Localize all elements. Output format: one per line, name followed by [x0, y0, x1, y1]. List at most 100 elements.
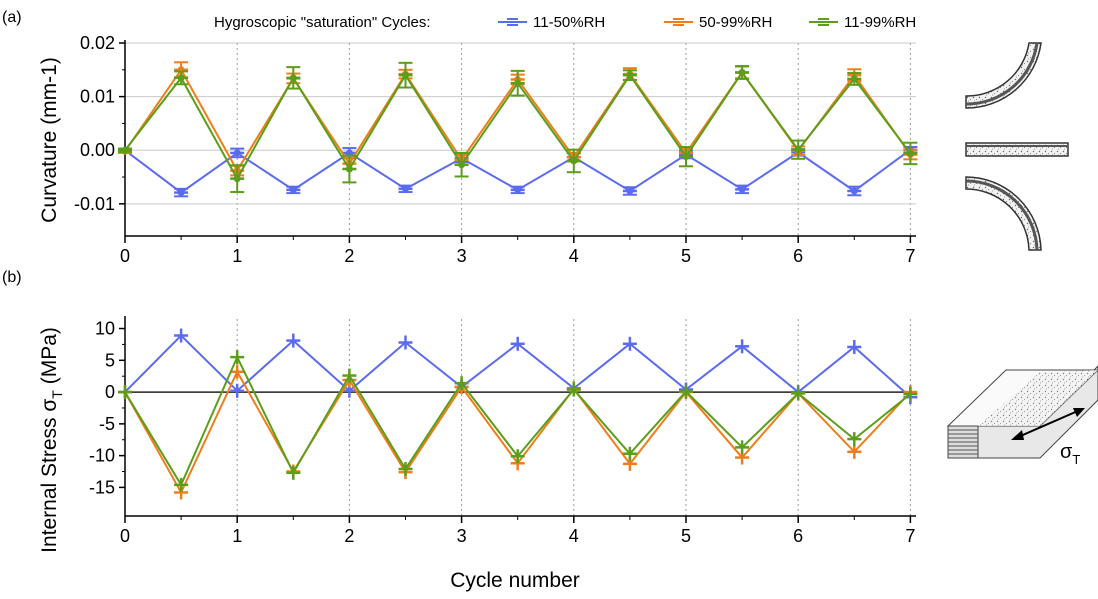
data-point	[510, 185, 525, 195]
y-tick-label: -15	[89, 477, 115, 497]
sigma-t-label: σT	[1060, 441, 1080, 467]
panel-b-ylabel-main: Internal Stress σ	[38, 399, 61, 553]
data-point	[847, 339, 862, 354]
sigma-subscript: T	[1072, 452, 1080, 467]
x-tick-label: 0	[120, 526, 130, 546]
data-point	[847, 72, 862, 86]
data-point	[174, 328, 189, 343]
data-point	[118, 146, 132, 154]
point-dot	[401, 71, 409, 79]
point-dot	[570, 157, 578, 165]
data-point	[454, 376, 469, 391]
data-point	[622, 446, 637, 461]
point-dot	[906, 149, 914, 157]
data-point	[903, 141, 918, 166]
y-tick-label: 0	[105, 382, 115, 402]
data-point	[735, 339, 750, 354]
curvature-plot: 0.02 0.01 0.00 -0.01 0 1 2 3 4 5 6 7	[74, 33, 918, 266]
point-dot	[177, 189, 185, 197]
data-point	[847, 432, 862, 447]
x-tick-label: 4	[569, 526, 579, 546]
point-dot	[850, 187, 858, 195]
panel-a-ylabel: Curvature (mm-1)	[38, 57, 61, 223]
point-dot	[401, 185, 409, 193]
legend-entry-1: 11-50%RH	[498, 14, 605, 31]
point-dot	[626, 187, 634, 195]
y-tick-label: 10	[95, 319, 115, 339]
data-point	[342, 368, 357, 383]
x-tick-label: 2	[344, 246, 354, 266]
data-point	[118, 385, 132, 400]
point-dot	[289, 74, 297, 82]
data-point	[230, 383, 245, 398]
data-point	[735, 184, 750, 195]
bent-up-beam	[965, 42, 1042, 109]
x-tick-label: 6	[793, 246, 803, 266]
data-point	[398, 461, 413, 476]
x-tick-label: 5	[681, 526, 691, 546]
panel-b-label: (b)	[2, 269, 22, 286]
data-point	[286, 333, 301, 348]
flat-beam	[965, 142, 1069, 157]
legend-entry-3: 11-99%RH	[809, 14, 916, 31]
x-tick-label: 1	[232, 246, 242, 266]
x-tick-label: 6	[793, 526, 803, 546]
point-dot	[458, 161, 466, 169]
data-point	[286, 185, 301, 195]
data-point	[230, 364, 245, 379]
point-dot	[794, 146, 802, 154]
curvature-schematic	[965, 42, 1069, 251]
data-point	[286, 66, 301, 90]
data-point	[566, 382, 581, 397]
x-tick-label: 0	[120, 246, 130, 266]
data-point	[174, 477, 189, 492]
data-point	[398, 61, 413, 89]
data-point	[622, 186, 637, 196]
point-dot	[233, 149, 241, 157]
data-point	[622, 336, 637, 351]
data-point	[510, 69, 525, 97]
y-tick-label: -0.01	[74, 194, 115, 214]
data-point	[847, 444, 862, 459]
x-tick-label: 5	[681, 246, 691, 266]
y-tick-label: -5	[99, 414, 115, 434]
stress-schematic: σT	[946, 365, 1098, 467]
y-tick-label: 0.02	[80, 33, 115, 53]
point-dot	[514, 79, 522, 87]
x-tick-label: 3	[457, 526, 467, 546]
point-dot	[626, 71, 634, 79]
x-axis-title: Cycle number	[450, 569, 580, 592]
data-point	[847, 185, 862, 197]
point-dot	[345, 165, 353, 173]
data-point	[398, 335, 413, 350]
data-point	[678, 384, 693, 399]
panel-b-ylabel-suffix: (MPa)	[38, 327, 61, 390]
x-tick-label: 7	[905, 526, 915, 546]
stress-arrow	[1011, 408, 1085, 440]
point-dot	[738, 185, 746, 193]
data-point	[286, 465, 301, 480]
point-dot	[682, 153, 690, 161]
y-tick-label: -10	[89, 446, 115, 466]
data-point	[174, 70, 189, 86]
data-point	[903, 386, 918, 401]
y-tick-label: 0.01	[80, 87, 115, 107]
point-dot	[850, 75, 858, 83]
panel-b-ylabel-sub: T	[49, 390, 65, 399]
x-tick-label: 2	[344, 526, 354, 546]
layered-end-face	[947, 425, 979, 459]
data-point	[678, 146, 693, 168]
data-point	[791, 386, 806, 401]
bent-down-beam	[965, 176, 1042, 251]
x-tick-label: 3	[457, 246, 467, 266]
data-point	[622, 69, 637, 81]
x-tick-label: 4	[569, 246, 579, 266]
data-point	[230, 350, 245, 365]
legend-label-1: 11-50%RH	[533, 14, 605, 31]
data-point	[510, 336, 525, 351]
data-point	[735, 440, 750, 455]
data-point	[510, 449, 525, 464]
x-tick-label: 7	[905, 246, 915, 266]
point-dot	[121, 146, 129, 154]
legend-label-3: 11-99%RH	[844, 14, 916, 31]
